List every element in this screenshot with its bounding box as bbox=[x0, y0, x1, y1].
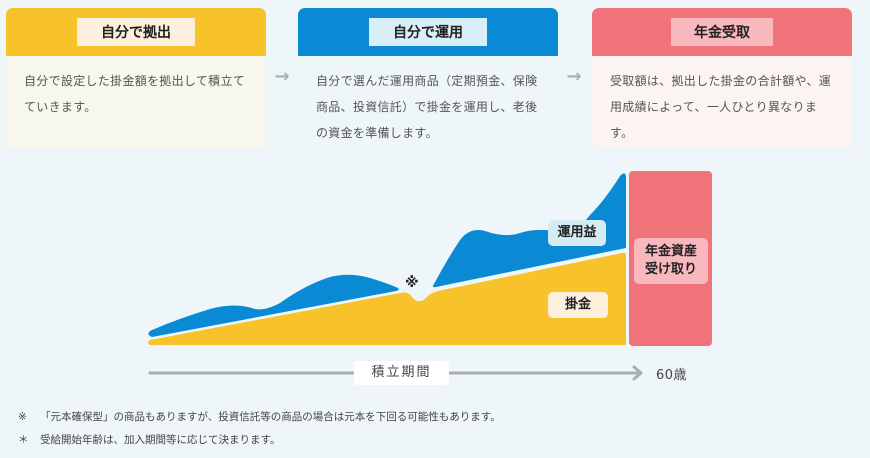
step-title: 年金受取 bbox=[671, 18, 773, 46]
pension-label-line2: 受け取り bbox=[644, 262, 697, 277]
profit-area-right bbox=[432, 173, 626, 288]
footnote-age: ＊ 受給開始年齢は、加入期間等に応じて決まります。 bbox=[18, 432, 280, 447]
contribution-label: 掛金 bbox=[548, 292, 608, 318]
step-card-header: 年金受取 bbox=[592, 8, 852, 56]
accumulation-period-label: 積立期間 bbox=[354, 361, 449, 385]
footnote-text: 「元本確保型」の商品もありますが、投資信託等の商品の場合は元本を下回る可能性もあ… bbox=[40, 411, 501, 423]
step-card-contribute: 自分で拠出 自分で設定した掛金額を拠出して積立てていきます。 bbox=[6, 8, 266, 148]
step-card-receive: 年金受取 受取額は、拠出した掛金の合計額や、運用成績によって、一人ひとり異なりま… bbox=[592, 8, 852, 148]
pension-label-line1: 年金資産 bbox=[644, 244, 697, 259]
step-title: 自分で拠出 bbox=[77, 18, 195, 46]
step-card-invest: 自分で運用 自分で選んだ運用商品（定期預金、保険商品、投資信託）で掛金を運用し、… bbox=[298, 8, 558, 148]
timeline-arrowhead-icon bbox=[632, 365, 643, 381]
step-title: 自分で運用 bbox=[369, 18, 487, 46]
step-card-header: 自分で拠出 bbox=[6, 8, 266, 56]
age-60-label: 60歳 bbox=[656, 368, 688, 383]
note-marker: ※ bbox=[405, 275, 419, 291]
arrow-right-icon: → bbox=[274, 66, 290, 87]
pension-receipt-label: 年金資産 受け取り bbox=[634, 238, 708, 284]
footnote-mark: ※ bbox=[18, 411, 27, 423]
profit-area-left bbox=[148, 274, 399, 337]
step-description: 自分で設定した掛金額を拠出して積立てていきます。 bbox=[6, 56, 266, 148]
step-card-header: 自分で運用 bbox=[298, 8, 558, 56]
arrow-right-icon: → bbox=[566, 66, 582, 87]
step-description: 自分で選んだ運用商品（定期預金、保険商品、投資信託）で掛金を運用し、老後の資金を… bbox=[298, 56, 558, 148]
footnote-principal: ※ 「元本確保型」の商品もありますが、投資信託等の商品の場合は元本を下回る可能性も… bbox=[18, 409, 501, 424]
profit-label: 運用益 bbox=[548, 220, 606, 246]
footnote-text: 受給開始年齢は、加入期間等に応じて決まります。 bbox=[40, 434, 281, 446]
contribution-area bbox=[148, 252, 626, 345]
footnote-mark: ＊ bbox=[18, 434, 29, 446]
step-description: 受取額は、拠出した掛金の合計額や、運用成績によって、一人ひとり異なります。 bbox=[592, 56, 852, 148]
